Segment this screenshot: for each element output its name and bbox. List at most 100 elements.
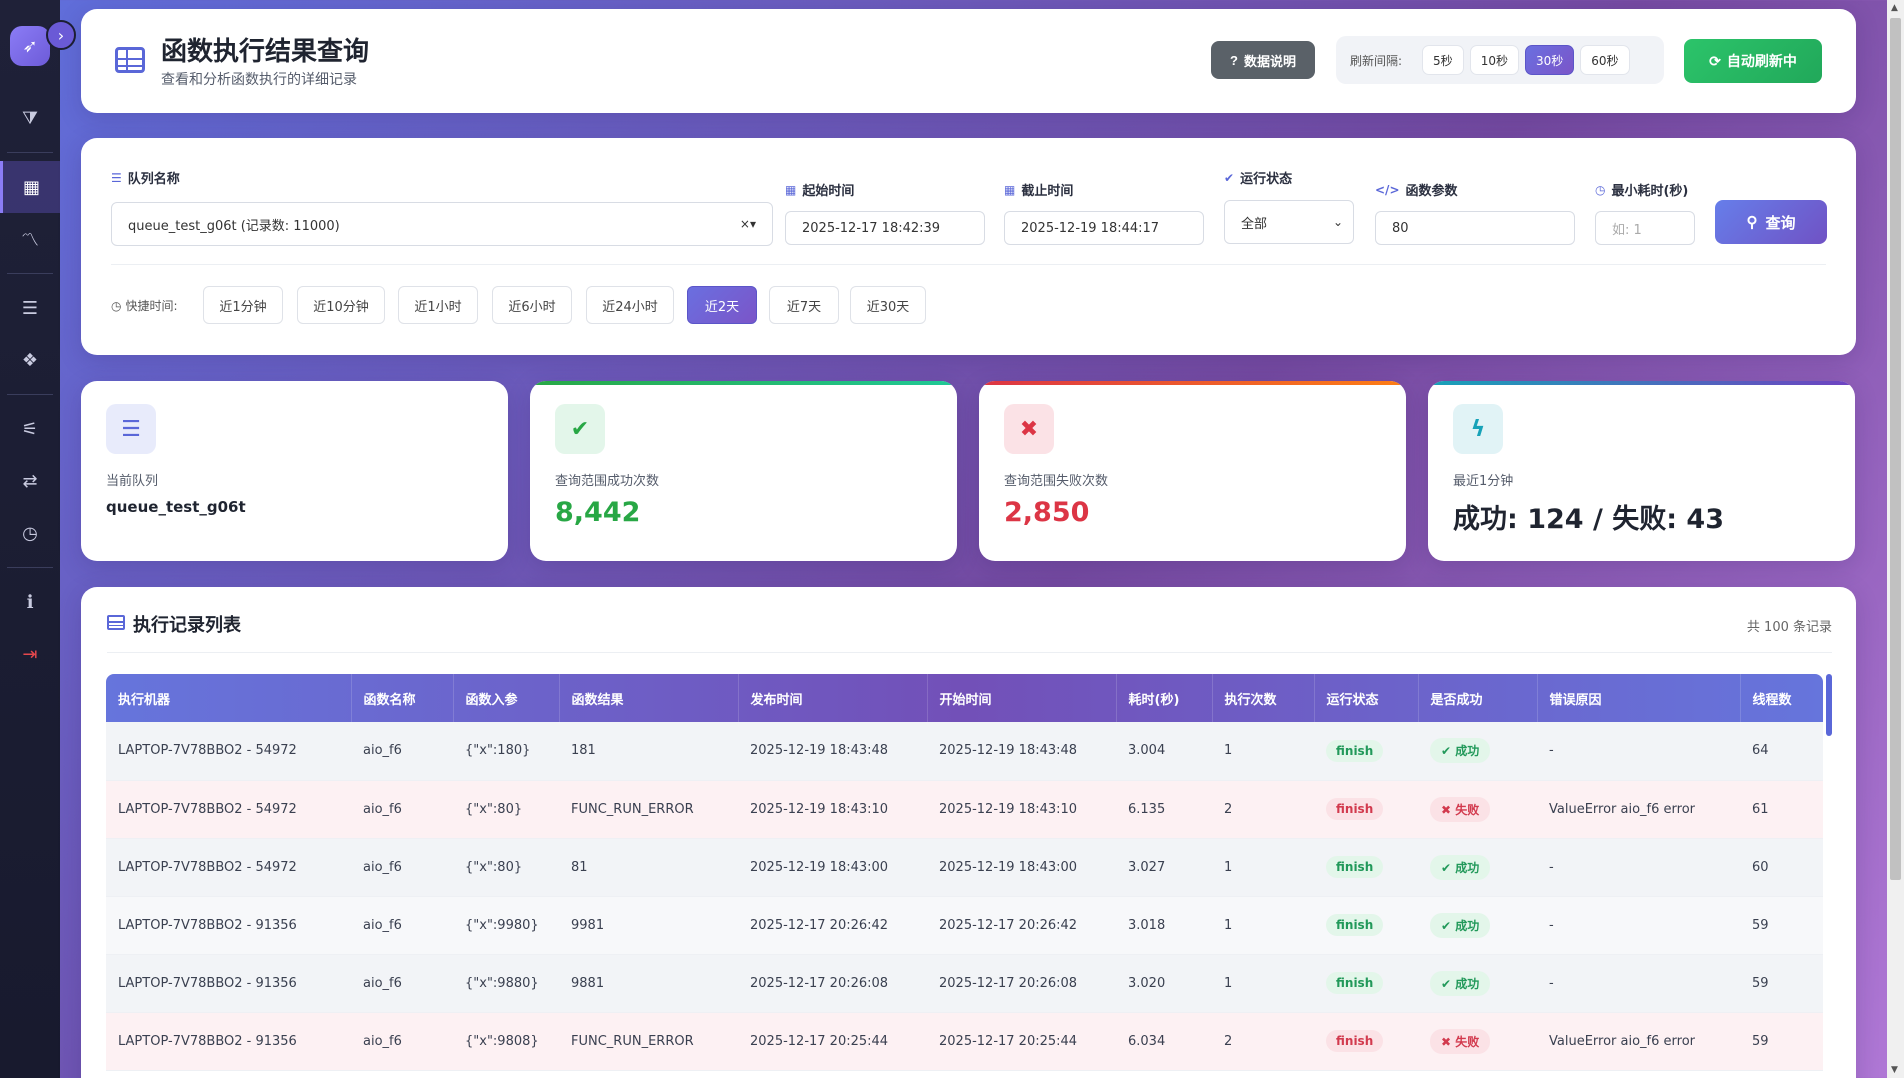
status-select[interactable]: 全部 ⌄	[1224, 200, 1354, 244]
column-header[interactable]: 执行次数	[1212, 674, 1315, 722]
stat-label: 最近1分钟	[1453, 474, 1514, 489]
query-button[interactable]: ⚲ 查询	[1715, 200, 1827, 244]
success-badge: ✖ 失败	[1430, 1028, 1491, 1054]
quick-30d-button[interactable]: 近30天	[850, 286, 926, 324]
server-icon[interactable]: ☰	[21, 297, 39, 319]
refresh-interval-group: 刷新间隔: 5秒 10秒 30秒 60秒	[1336, 36, 1664, 84]
column-header[interactable]: 发布时间	[738, 674, 928, 722]
cell-runs: 1	[1212, 896, 1314, 955]
check-icon: ✔	[1441, 860, 1456, 875]
filter-card: ☰ 队列名称 queue_test_g06t (记录数: 11000) ×▾ ▦…	[81, 138, 1856, 355]
column-header[interactable]: 执行机器	[106, 674, 352, 722]
queue-select[interactable]: queue_test_g06t (记录数: 11000) ×▾	[111, 202, 773, 246]
stat-accent-bar	[1428, 381, 1855, 385]
stat-card-fail: ✖ 查询范围失败次数 2,850	[979, 381, 1406, 561]
sidebar: ➶ ⧩ ▦ 〽 ☰ ❖ ⚟ ⇄ ◷ ℹ ⇥	[0, 0, 60, 1078]
status-label: ✔ 运行状态	[1224, 170, 1293, 188]
cell-params: {"x":9980}	[453, 896, 559, 955]
min-cost-input[interactable]: 如: 1	[1595, 211, 1695, 245]
times-icon: ✖	[1004, 404, 1054, 454]
column-header[interactable]: 是否成功	[1418, 674, 1538, 722]
interval-5s-button[interactable]: 5秒	[1422, 45, 1464, 75]
quick-24h-button[interactable]: 近24小时	[586, 286, 674, 324]
cell-result: 181	[559, 722, 738, 781]
scroll-up-arrow-icon[interactable]: ▲	[1891, 3, 1898, 13]
cell-status: finish	[1314, 838, 1418, 897]
interval-30s-button[interactable]: 30秒	[1524, 45, 1575, 75]
cell-threads: 61	[1740, 780, 1823, 839]
quick-1h-button[interactable]: 近1小时	[398, 286, 478, 324]
column-header[interactable]: 运行状态	[1314, 674, 1419, 722]
column-header[interactable]: 开始时间	[927, 674, 1117, 722]
table-row[interactable]: LAPTOP-7V78BBO2 - 91356 aio_f6 {"x":9808} F…	[106, 1012, 1823, 1071]
cell-start: 2025-12-17 20:26:42	[927, 896, 1116, 955]
params-label: </> 函数参数	[1375, 182, 1458, 200]
table-row[interactable]: LAPTOP-7V78BBO2 - 91356 aio_f6 {"x":9880} 9…	[106, 954, 1823, 1013]
column-header[interactable]: 函数名称	[351, 674, 454, 722]
interval-10s-button[interactable]: 10秒	[1469, 45, 1519, 75]
check-icon: ✔	[1441, 918, 1456, 933]
scroll-down-arrow-icon[interactable]: ▼	[1891, 1065, 1898, 1075]
stat-value: queue_test_g06t	[106, 498, 246, 516]
cell-cost: 6.135	[1116, 780, 1212, 839]
table-icon[interactable]: ▦	[0, 161, 60, 213]
column-header[interactable]: 函数入参	[453, 674, 560, 722]
data-doc-button[interactable]: ? 数据说明	[1211, 41, 1315, 79]
records-table-wrapper[interactable]: 执行机器 函数名称 函数入参 函数结果 发布时间 开始时间 耗时(秒) 执行次数 运行状态 是否成…	[106, 674, 1823, 1078]
cell-runs: 2	[1212, 780, 1314, 839]
column-header[interactable]: 错误原因	[1537, 674, 1741, 722]
status-badge: finish	[1326, 739, 1384, 762]
clear-dropdown-icon[interactable]: ×▾	[739, 217, 756, 231]
sliders-icon[interactable]: ⚟	[21, 418, 39, 440]
cell-cost: 3.027	[1116, 838, 1212, 897]
auto-refresh-button[interactable]: ⟳ 自动刷新中	[1684, 39, 1822, 83]
page-scrollbar[interactable]: ▲ ▼	[1887, 0, 1904, 1078]
column-header[interactable]: 耗时(秒)	[1116, 674, 1213, 722]
table-row[interactable]: LAPTOP-7V78BBO2 - 91356 aio_f6 {"x":9980} 9…	[106, 896, 1823, 955]
sidebar-toggle-chevron-right-icon[interactable]: ›	[46, 20, 76, 50]
column-header[interactable]: 函数结果	[559, 674, 739, 722]
calendar-check-icon: ▦	[1004, 182, 1016, 197]
column-header[interactable]: 线程数	[1740, 674, 1823, 722]
exchange-icon[interactable]: ⇄	[22, 470, 38, 492]
quick-1min-button[interactable]: 近1分钟	[203, 286, 283, 324]
cell-machine: LAPTOP-7V78BBO2 - 91356	[106, 1012, 351, 1071]
params-input[interactable]: 80	[1375, 211, 1575, 245]
cell-machine: LAPTOP-7V78BBO2 - 91356	[106, 954, 351, 1013]
end-time-input[interactable]: 2025-12-19 18:44:17	[1004, 211, 1204, 245]
stat-value: 8,442	[555, 497, 641, 528]
quick-6h-button[interactable]: 近6小时	[492, 286, 572, 324]
table-scrollbar[interactable]	[1826, 674, 1832, 736]
chart-line-icon[interactable]: 〽	[21, 230, 39, 251]
interval-60s-button[interactable]: 60秒	[1580, 45, 1630, 75]
cell-func: aio_f6	[351, 722, 453, 781]
rocket-logo-icon[interactable]: ➶	[10, 26, 50, 66]
cell-func: aio_f6	[351, 954, 453, 1013]
page-scrollbar-thumb[interactable]	[1890, 18, 1901, 880]
clock-icon: ◷	[1595, 182, 1606, 197]
success-badge: ✔ 成功	[1430, 854, 1491, 880]
quick-10min-button[interactable]: 近10分钟	[297, 286, 385, 324]
table-row[interactable]: LAPTOP-7V78BBO2 - 54972 aio_f6 {"x":80} 81 2…	[106, 838, 1823, 897]
cubes-icon[interactable]: ❖	[21, 349, 39, 371]
status-badge: finish	[1326, 972, 1384, 994]
stat-value: 2,850	[1004, 497, 1090, 528]
info-icon[interactable]: ℹ	[26, 591, 34, 613]
success-badge: ✔ 成功	[1430, 970, 1491, 996]
quick-2d-button[interactable]: 近2天	[687, 286, 757, 324]
success-label: 成功	[1455, 976, 1480, 991]
filter-icon[interactable]: ⧩	[21, 107, 39, 129]
cell-result: 9881	[559, 954, 738, 1013]
table-body: LAPTOP-7V78BBO2 - 54972 aio_f6 {"x":180} 18…	[106, 722, 1823, 1071]
logout-icon[interactable]: ⇥	[22, 643, 38, 665]
cell-error: ValueError aio_f6 error	[1537, 780, 1740, 839]
table-row[interactable]: LAPTOP-7V78BBO2 - 54972 aio_f6 {"x":80} FUN…	[106, 780, 1823, 839]
quick-time-label: ◷ 快捷时间:	[111, 298, 178, 314]
sidebar-divider	[7, 152, 53, 153]
success-label: 成功	[1455, 744, 1480, 759]
cell-result: 9981	[559, 896, 738, 955]
clock-icon[interactable]: ◷	[22, 522, 38, 544]
table-row[interactable]: LAPTOP-7V78BBO2 - 54972 aio_f6 {"x":180} 18…	[106, 722, 1823, 781]
quick-7d-button[interactable]: 近7天	[769, 286, 839, 324]
start-time-input[interactable]: 2025-12-17 18:42:39	[785, 211, 985, 245]
